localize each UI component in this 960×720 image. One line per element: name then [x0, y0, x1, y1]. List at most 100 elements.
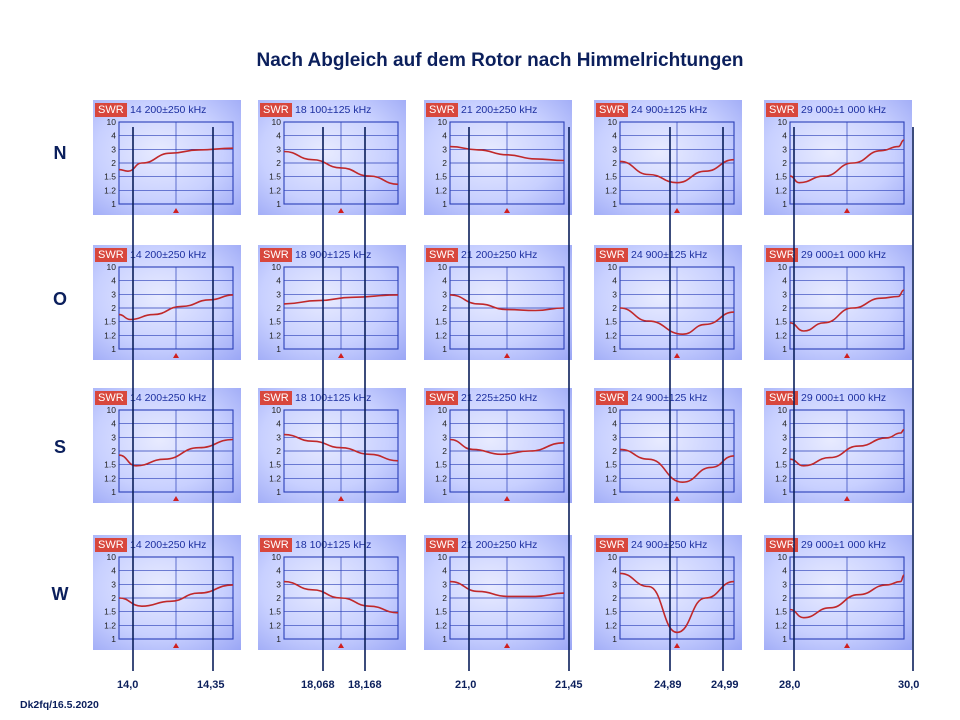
- y-scale-label: 1: [442, 634, 447, 644]
- swr-badge: SWR: [596, 248, 628, 262]
- y-scale-label: 10: [272, 552, 282, 562]
- swr-badge: SWR: [426, 103, 458, 117]
- y-scale-label: 4: [442, 131, 447, 141]
- analyzer-screen-s-4: 10 4 3 2 1.5 1.2 1 SWR 24 900±125 kHz: [594, 388, 742, 503]
- swr-badge: SWR: [95, 248, 127, 262]
- center-marker-icon: [504, 643, 510, 648]
- y-scale-label: 4: [276, 131, 281, 141]
- analyzer-screen-n-3: 10 4 3 2 1.5 1.2 1 SWR 21 200±250 kHz: [424, 100, 572, 215]
- center-marker-icon: [504, 208, 510, 213]
- center-frequency-span: 18 100±125 kHz: [295, 539, 372, 551]
- y-scale-label: 1.5: [269, 460, 281, 470]
- center-frequency-span: 14 200±250 kHz: [130, 249, 207, 261]
- y-scale-label: 1.5: [104, 317, 116, 327]
- y-scale-label: 10: [272, 405, 282, 415]
- y-scale-label: 2: [442, 446, 447, 456]
- center-frequency-span: 29 000±1 000 kHz: [801, 104, 887, 116]
- y-scale-label: 4: [276, 276, 281, 286]
- center-marker-icon: [674, 496, 680, 501]
- y-scale-label: 1.5: [104, 172, 116, 182]
- y-scale-label: 1.5: [605, 607, 617, 617]
- y-scale-label: 1: [782, 487, 787, 497]
- swr-plot: 10 4 3 2 1.5 1.2 1: [269, 117, 399, 213]
- row-label-n: N: [53, 143, 67, 163]
- swr-badge: SWR: [95, 103, 127, 117]
- y-scale-label: 1: [782, 634, 787, 644]
- center-marker-icon: [338, 643, 344, 648]
- analyzer-screen-w-2: 10 4 3 2 1.5 1.2 1 SWR 18 100±125 kHz: [258, 535, 406, 650]
- center-frequency-span: 21 225±250 kHz: [461, 392, 538, 404]
- swr-curve: [619, 448, 735, 484]
- y-scale-label: 3: [782, 432, 787, 442]
- y-scale-label: 2: [276, 446, 281, 456]
- y-scale-label: 1.2: [775, 185, 787, 195]
- y-scale-label: 10: [107, 552, 117, 562]
- analyzer-screen-w-4: 10 4 3 2 1.5 1.2 1 SWR 24 900±250 kHz: [594, 535, 742, 650]
- center-marker-icon: [504, 496, 510, 501]
- y-scale-label: 4: [612, 276, 617, 286]
- y-scale-label: 1: [782, 344, 787, 354]
- y-scale-label: 10: [107, 262, 117, 272]
- center-frequency-span: 14 200±250 kHz: [130, 539, 207, 551]
- swr-plot: 10 4 3 2 1.5 1.2 1: [775, 117, 905, 213]
- y-scale-label: 1: [276, 199, 281, 209]
- row-label-w: W: [51, 584, 69, 604]
- swr-plot: 10 4 3 2 1.5 1.2 1: [605, 117, 735, 213]
- swr-plot: 10 4 3 2 1.5 1.2 1: [269, 262, 399, 358]
- y-scale-label: 10: [438, 552, 448, 562]
- y-scale-label: 3: [442, 579, 447, 589]
- y-scale-label: 1: [442, 199, 447, 209]
- y-scale-label: 1.2: [269, 473, 281, 483]
- y-scale-label: 1.2: [269, 620, 281, 630]
- y-scale-label: 1: [782, 199, 787, 209]
- y-scale-label: 1: [276, 487, 281, 497]
- y-scale-label: 1.5: [435, 317, 447, 327]
- band-mark-21-0: 21,0: [455, 679, 477, 691]
- band-mark-24-89: 24,89: [654, 679, 682, 691]
- center-marker-icon: [674, 643, 680, 648]
- center-marker-icon: [173, 496, 179, 501]
- analyzer-screen-s-3: 10 4 3 2 1.5 1.2 1 SWR 21 225±250 kHz: [424, 388, 572, 503]
- center-marker-icon: [674, 208, 680, 213]
- analyzer-screen-s-5: 10 4 3 2 1.5 1.2 1 SWR 29 000±1 000 kHz: [764, 388, 912, 503]
- y-scale-label: 1.5: [269, 172, 281, 182]
- swr-curve: [619, 158, 735, 184]
- center-frequency-span: 18 100±125 kHz: [295, 392, 372, 404]
- analyzer-screen-n-4: 10 4 3 2 1.5 1.2 1 SWR 24 900±125 kHz: [594, 100, 742, 215]
- y-scale-label: 4: [782, 276, 787, 286]
- analyzer-screen-o-2: 10 4 3 2 1.5 1.2 1 SWR 18 900±125 kHz: [258, 245, 406, 360]
- y-scale-label: 2: [111, 593, 116, 603]
- y-scale-label: 10: [107, 117, 117, 127]
- y-scale-label: 10: [608, 405, 618, 415]
- swr-curve: [789, 289, 905, 332]
- y-scale-label: 1.2: [435, 185, 447, 195]
- swr-badge: SWR: [426, 391, 458, 405]
- y-scale-label: 1: [612, 344, 617, 354]
- analyzer-screen-o-5: 10 4 3 2 1.5 1.2 1 SWR 29 000±1 000 kHz: [764, 245, 912, 360]
- analyzer-screen-o-1: 10 4 3 2 1.5 1.2 1 SWR 14 200±250 kHz: [93, 245, 241, 360]
- center-marker-icon: [504, 353, 510, 358]
- y-scale-label: 2: [442, 593, 447, 603]
- center-frequency-span: 18 900±125 kHz: [295, 249, 372, 261]
- y-scale-label: 10: [778, 262, 788, 272]
- y-scale-label: 1.2: [605, 473, 617, 483]
- y-scale-label: 1.2: [605, 185, 617, 195]
- y-scale-label: 2: [612, 158, 617, 168]
- y-scale-label: 2: [276, 303, 281, 313]
- y-scale-label: 1.2: [104, 620, 116, 630]
- center-marker-icon: [844, 496, 850, 501]
- y-scale-label: 1.5: [775, 460, 787, 470]
- y-scale-label: 1.5: [605, 172, 617, 182]
- swr-plot: 10 4 3 2 1.5 1.2 1: [104, 117, 234, 213]
- y-scale-label: 1.2: [104, 473, 116, 483]
- y-scale-label: 1.5: [435, 172, 447, 182]
- y-scale-label: 10: [107, 405, 117, 415]
- center-frequency-span: 29 000±1 000 kHz: [801, 539, 887, 551]
- y-scale-label: 3: [782, 579, 787, 589]
- author-date-note: Dk2fq/16.5.2020: [20, 699, 99, 711]
- analyzer-screen-s-2: 10 4 3 2 1.5 1.2 1 SWR 18 100±125 kHz: [258, 388, 406, 503]
- y-scale-label: 10: [778, 552, 788, 562]
- center-marker-icon: [338, 208, 344, 213]
- y-scale-label: 1.2: [269, 330, 281, 340]
